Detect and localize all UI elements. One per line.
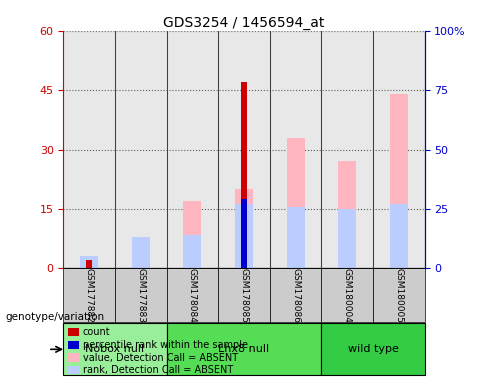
Text: Nobox null: Nobox null	[85, 344, 144, 354]
Title: GDS3254 / 1456594_at: GDS3254 / 1456594_at	[163, 16, 325, 30]
Bar	[183, 235, 202, 268]
FancyBboxPatch shape	[63, 323, 166, 375]
FancyBboxPatch shape	[166, 323, 322, 375]
FancyBboxPatch shape	[166, 268, 218, 322]
Text: GSM177883: GSM177883	[136, 268, 145, 323]
FancyBboxPatch shape	[115, 268, 166, 322]
Bar	[270, 31, 322, 268]
Text: GSM177882: GSM177882	[85, 268, 94, 323]
FancyBboxPatch shape	[270, 268, 322, 322]
Text: value, Detection Call = ABSENT: value, Detection Call = ABSENT	[83, 353, 238, 362]
Text: GSM178086: GSM178086	[291, 268, 300, 323]
Text: wild type: wild type	[347, 344, 398, 354]
FancyBboxPatch shape	[63, 268, 115, 322]
Bar	[241, 82, 247, 268]
Bar	[80, 257, 98, 268]
Bar	[218, 31, 270, 268]
Bar	[115, 31, 166, 268]
Bar	[338, 161, 356, 268]
Bar	[132, 241, 150, 268]
FancyBboxPatch shape	[322, 323, 425, 375]
Bar	[322, 31, 373, 268]
Bar	[80, 257, 98, 268]
Text: rank, Detection Call = ABSENT: rank, Detection Call = ABSENT	[83, 365, 233, 375]
FancyBboxPatch shape	[373, 268, 425, 322]
Text: genotype/variation: genotype/variation	[5, 312, 104, 322]
Bar	[390, 204, 408, 268]
Bar	[286, 207, 305, 268]
Bar	[338, 209, 356, 268]
Bar	[235, 204, 253, 268]
Text: Lhx8 null: Lhx8 null	[219, 344, 269, 354]
Text: GSM180005: GSM180005	[394, 268, 403, 323]
Text: GSM178085: GSM178085	[240, 268, 248, 323]
Bar	[286, 137, 305, 268]
Text: GSM180004: GSM180004	[343, 268, 352, 323]
Bar	[166, 31, 218, 268]
Bar	[241, 199, 247, 268]
Bar	[235, 189, 253, 268]
FancyBboxPatch shape	[218, 268, 270, 322]
Bar	[86, 260, 92, 268]
Text: count: count	[83, 327, 111, 337]
Bar	[63, 31, 115, 268]
Bar	[373, 31, 425, 268]
FancyBboxPatch shape	[322, 268, 373, 322]
Bar	[132, 237, 150, 268]
Bar	[390, 94, 408, 268]
Bar	[183, 201, 202, 268]
Text: GSM178084: GSM178084	[188, 268, 197, 323]
Text: percentile rank within the sample: percentile rank within the sample	[83, 340, 248, 350]
